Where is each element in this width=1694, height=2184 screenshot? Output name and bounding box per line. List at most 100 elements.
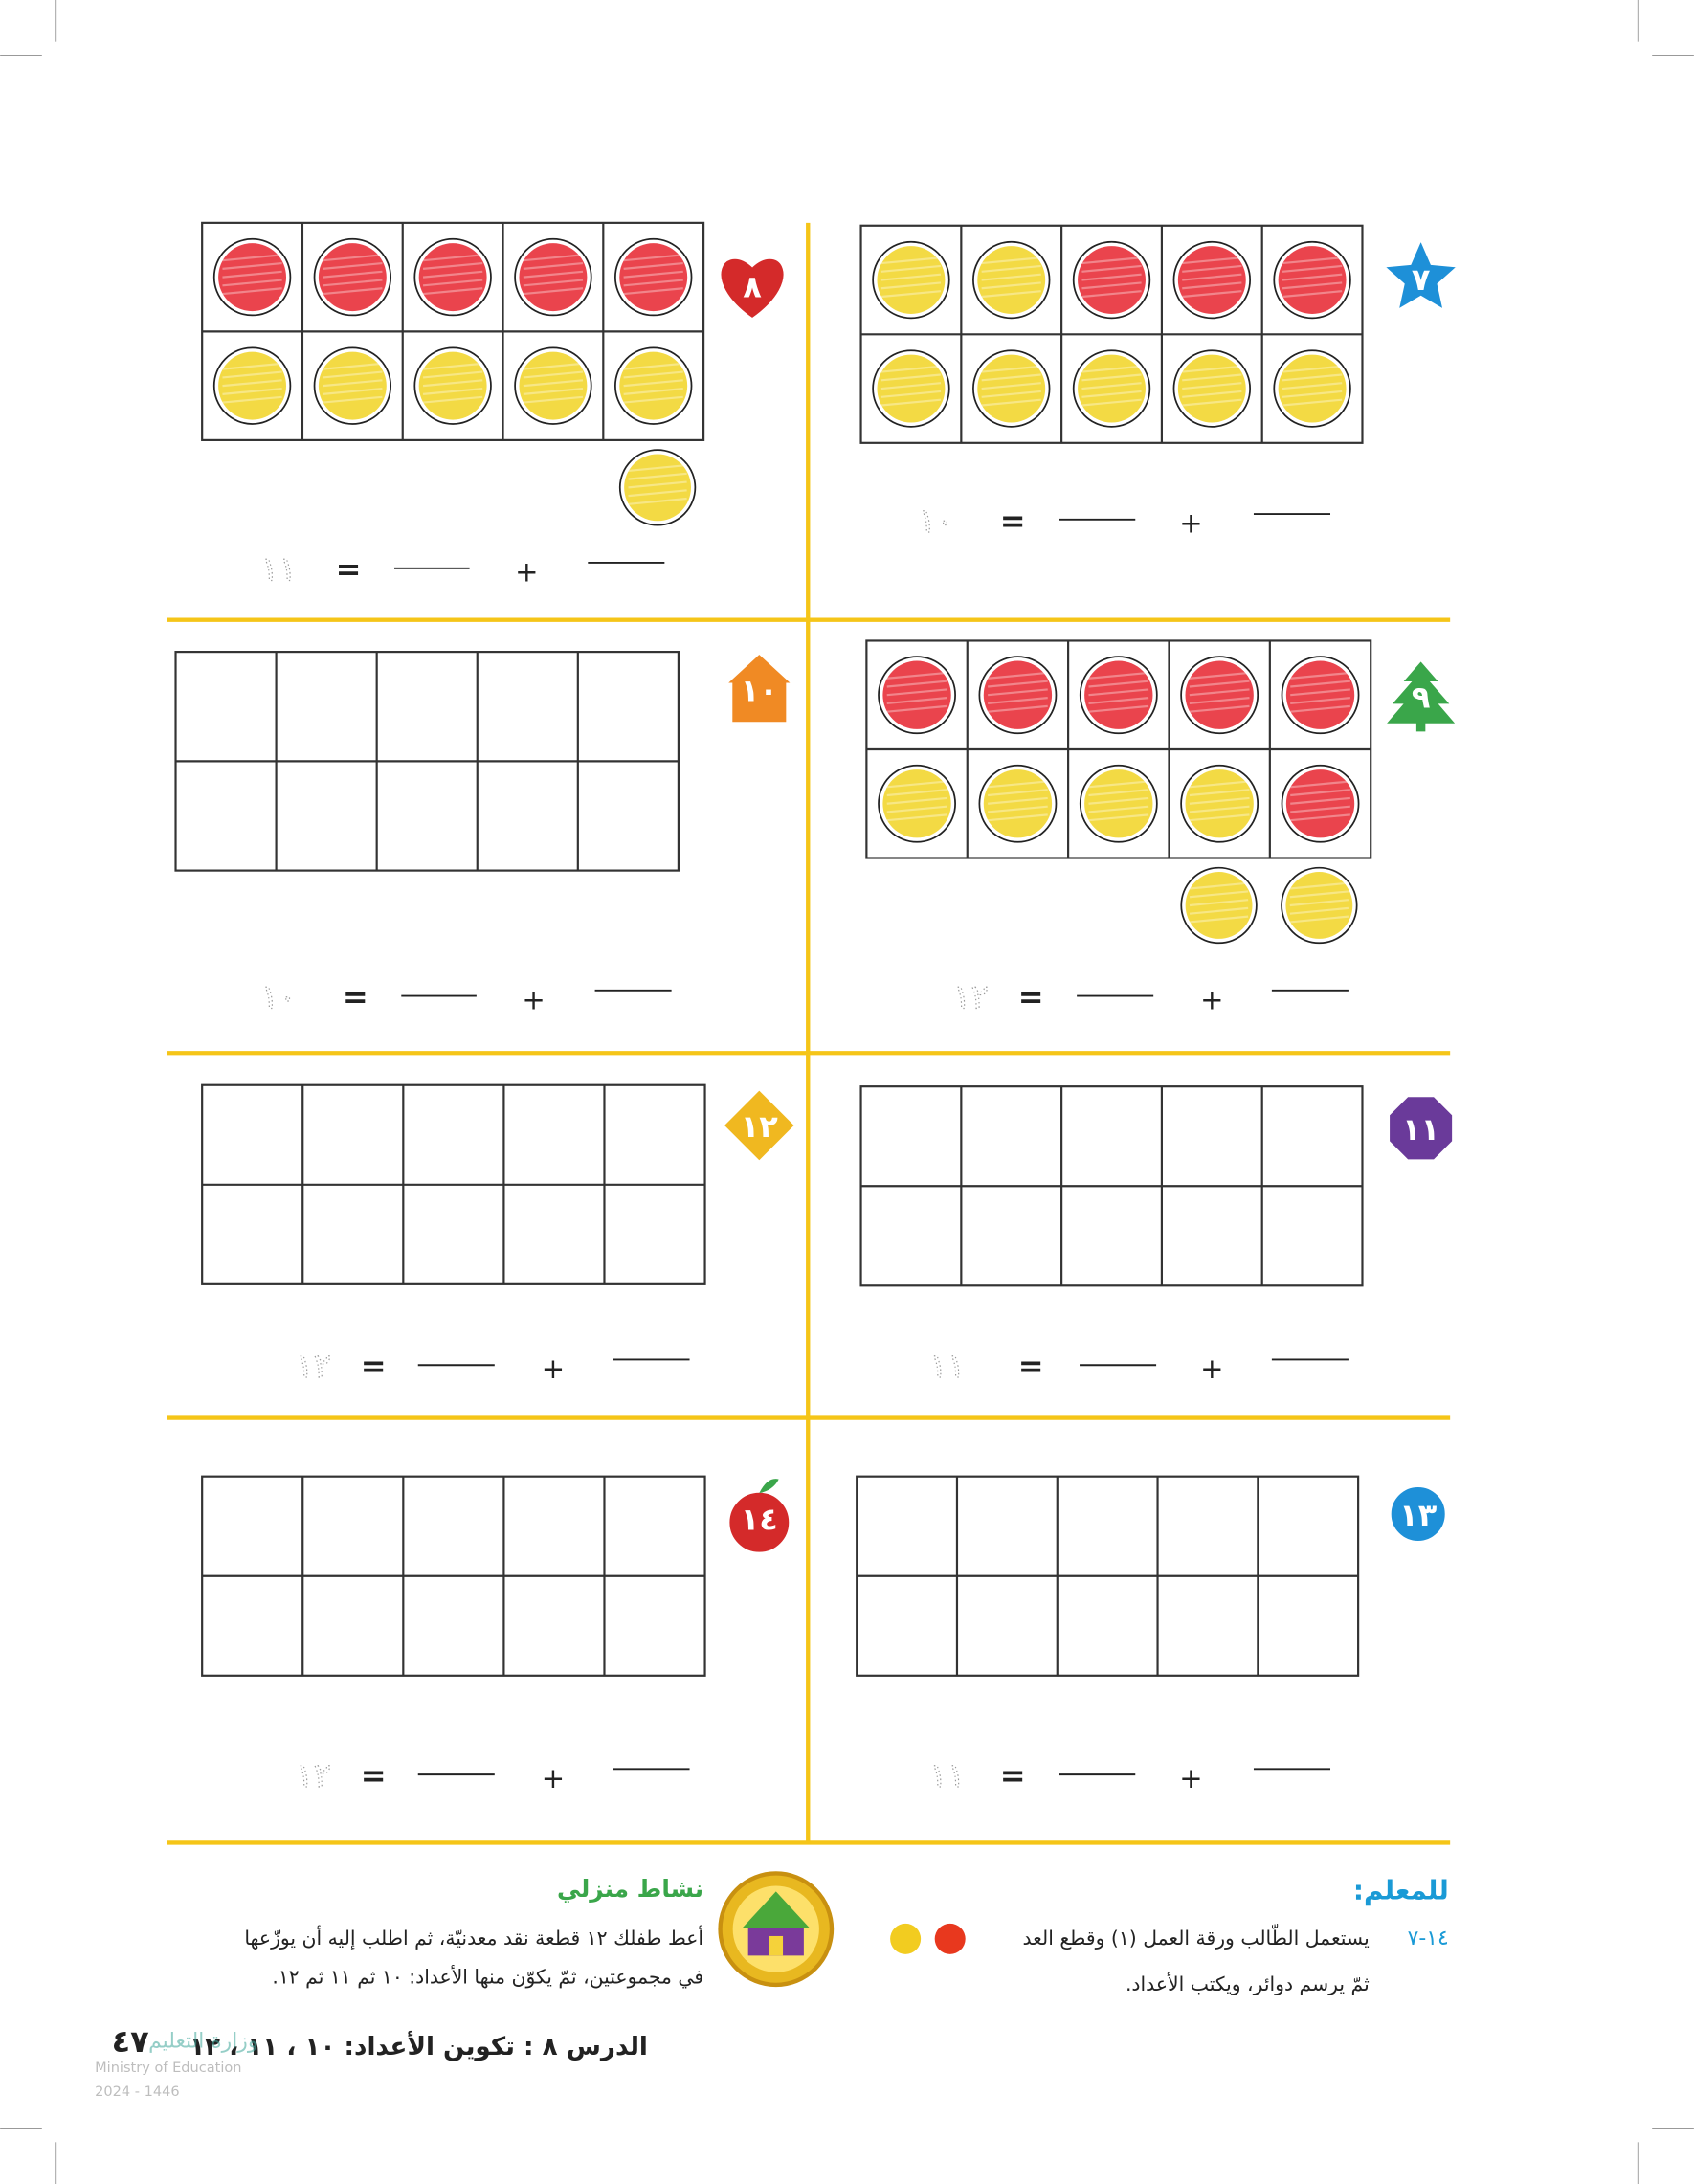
counter-scribble [1289,915,1349,924]
counter-scribble [1290,780,1350,789]
badge-number: ٩ [1412,680,1431,716]
counter-fill [624,454,691,522]
home-icon-roof [742,1891,810,1928]
counter-scribble [1282,273,1343,281]
counter-scribble [1282,382,1343,390]
counter-scribble [1289,890,1349,899]
counter-scribble [1088,789,1149,797]
plus-sign: + [542,1762,565,1794]
counter-scribble [1289,881,1349,890]
counter-scribble [323,261,383,270]
counter-scribble [623,279,683,287]
dividers [167,222,1451,1845]
counter-scribble [422,387,483,395]
counter-scribble [623,370,683,379]
counter-scribble [1189,899,1249,907]
teacher-code: ١٤-٧ [1408,1927,1449,1950]
counter-scribble [1290,680,1350,688]
counter-scribble [981,365,1041,373]
counter-fill [519,351,588,420]
counter-scribble [880,281,942,290]
counter-scribble [1289,899,1349,907]
counter-scribble [988,704,1048,713]
counter-fill [1278,354,1347,423]
counter-scribble [1088,813,1149,822]
counter-scribble [886,789,947,797]
counter-scribble [1189,881,1249,890]
counter-fill [318,243,387,312]
logo-year: 2024 - 1446 [95,2084,180,2100]
counter-scribble [1189,697,1250,705]
counter-scribble [1189,813,1250,822]
counter-scribble [988,805,1048,813]
counter-scribble [222,287,282,296]
counter-scribble [222,261,282,270]
counter-scribble [981,290,1041,299]
counter-scribble [623,387,683,395]
counter-scribble [1290,704,1350,713]
counter-scribble [880,290,942,299]
counter-scribble [1182,281,1242,290]
equals-sign: = [336,551,362,588]
ministry-logo: وزارة التعليم Ministry of Education 2024… [95,2030,257,2100]
counter-scribble [1282,290,1343,299]
counter-scribble [422,395,483,404]
counter-fill [983,769,1053,838]
equals-sign: = [1000,1757,1026,1794]
counter-scribble [1088,704,1149,713]
counter-scribble [1189,890,1249,899]
counter-scribble [623,261,683,270]
counter-scribble [886,688,947,697]
problem-badge: ٧ [1381,236,1460,313]
counter-scribble [523,370,584,379]
counter-scribble [1182,373,1242,382]
counter-scribble [1088,780,1149,789]
badge-number: ١٤ [741,1501,778,1537]
counter-scribble [1088,671,1149,680]
counter-scribble [523,395,584,404]
counter-scribble [988,688,1048,697]
problem: ١٠ ١٠ = + [174,651,796,1017]
counter-scribble [880,365,942,373]
lesson-title: الدرس ٨ : تكوين الأعداد: ١٠ ، ١١ ، ١٢ [189,2031,648,2061]
badge-shape [727,1490,791,1554]
counter-scribble [623,287,683,296]
problem: ٨ ١١ = + [201,221,786,590]
home-line: في مجموعتين، ثمّ يكوّن منها الأعداد: ١٠ … [272,1965,703,1990]
counter-scribble [422,270,483,279]
counter-scribble [988,697,1048,705]
equals-sign: = [1018,1348,1044,1384]
counter-scribble [1290,805,1350,813]
teacher-title: للمعلم: [1353,1874,1449,1905]
counter-fill [1285,660,1355,729]
counter-fill [619,351,688,420]
counter-scribble [422,370,483,379]
counter-scribble [623,395,683,404]
equals-sign: = [361,1757,387,1794]
home-title: نشاط منزلي [557,1875,703,1903]
counter-scribble [628,464,687,472]
badge-number: ١٣ [1399,1497,1438,1533]
counter-scribble [1081,390,1142,398]
badge-number: ٧ [1412,261,1431,298]
badge-shape [1381,236,1460,313]
plus-sign: + [1179,507,1202,540]
counter-fill [983,660,1053,729]
counter-scribble [988,780,1048,789]
counter-scribble [886,680,947,688]
counter-scribble [1081,273,1142,281]
counter-scribble [981,273,1041,281]
plus-sign: + [1200,983,1223,1015]
home-line: أعط طفلك ١٢ قطعة نقد معدنيّة، ثم اطلب إل… [244,1926,703,1950]
counter-scribble [222,395,282,404]
counter-scribble [222,362,282,370]
problem-badge: ١١ [1387,1095,1455,1162]
counter-scribble [1189,789,1250,797]
counter-icon [934,1923,966,1954]
counter-scribble [628,497,687,505]
counter-scribble [523,387,584,395]
counter-fill [882,660,951,729]
home-icon [718,1871,835,1988]
counter-scribble [1189,704,1250,713]
